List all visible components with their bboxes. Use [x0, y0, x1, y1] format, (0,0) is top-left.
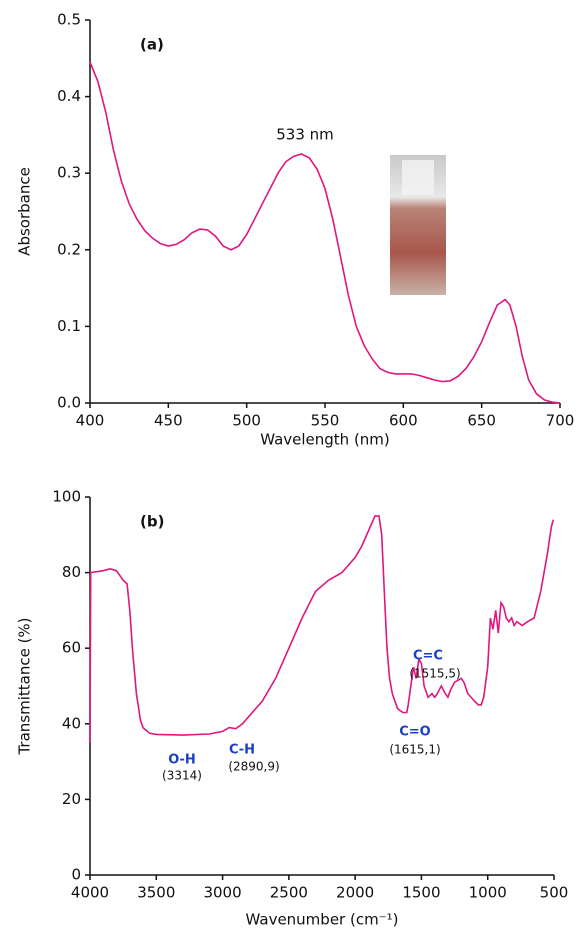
- annotation: (1515,5): [409, 667, 460, 681]
- annotation: C=O: [399, 725, 430, 740]
- y-tick-label: 0.5: [57, 11, 81, 29]
- y-tick-label: 20: [62, 790, 81, 808]
- y-tick-label: 40: [62, 714, 81, 732]
- x-tick-label: 400: [76, 412, 105, 430]
- x-tick-label: 500: [540, 884, 569, 902]
- y-tick-label: 0.4: [57, 87, 81, 105]
- x-tick-label: 650: [467, 412, 496, 430]
- x-tick-label: 4000: [71, 884, 109, 902]
- x-tick-label: 3000: [203, 884, 241, 902]
- x-tick-label: 1500: [402, 884, 440, 902]
- y-tick-label: 0.1: [57, 317, 81, 335]
- y-tick-label: 100: [52, 488, 81, 506]
- x-tick-label: 2500: [270, 884, 308, 902]
- vial-cap: [402, 160, 434, 195]
- y-axis-title: Transmittance (%): [16, 617, 34, 755]
- y-tick-label: 80: [62, 563, 81, 581]
- x-tick-label: 2000: [336, 884, 374, 902]
- x-tick-label: 600: [389, 412, 418, 430]
- annotation: (3314): [162, 769, 202, 783]
- annotation: (1615,1): [389, 743, 440, 757]
- x-tick-label: 450: [154, 412, 183, 430]
- x-tick-label: 550: [311, 412, 340, 430]
- x-tick-label: 500: [232, 412, 261, 430]
- y-axis-title: Absorbance: [16, 167, 34, 256]
- data-line: [89, 61, 561, 404]
- x-tick-label: 3500: [137, 884, 175, 902]
- x-tick-label: 700: [546, 412, 575, 430]
- panel-label: (a): [140, 36, 164, 54]
- y-tick-label: 0: [71, 866, 81, 884]
- annotation: O-H: [168, 753, 196, 768]
- annotation: (2890,9): [228, 760, 279, 774]
- annotation: 533 nm: [276, 126, 334, 144]
- x-axis-title: Wavenumber (cm⁻¹): [246, 911, 399, 929]
- data-line: [89, 515, 555, 743]
- annotation: C=C: [413, 649, 443, 664]
- y-tick-label: 0.2: [57, 240, 81, 258]
- panel-label: (b): [140, 513, 164, 531]
- x-tick-label: 1000: [469, 884, 507, 902]
- y-tick-label: 0.0: [57, 394, 81, 412]
- x-axis-title: Wavelength (nm): [260, 431, 390, 449]
- y-tick-label: 0.3: [57, 164, 81, 182]
- annotation: C-H: [229, 743, 255, 758]
- y-tick-label: 60: [62, 639, 81, 657]
